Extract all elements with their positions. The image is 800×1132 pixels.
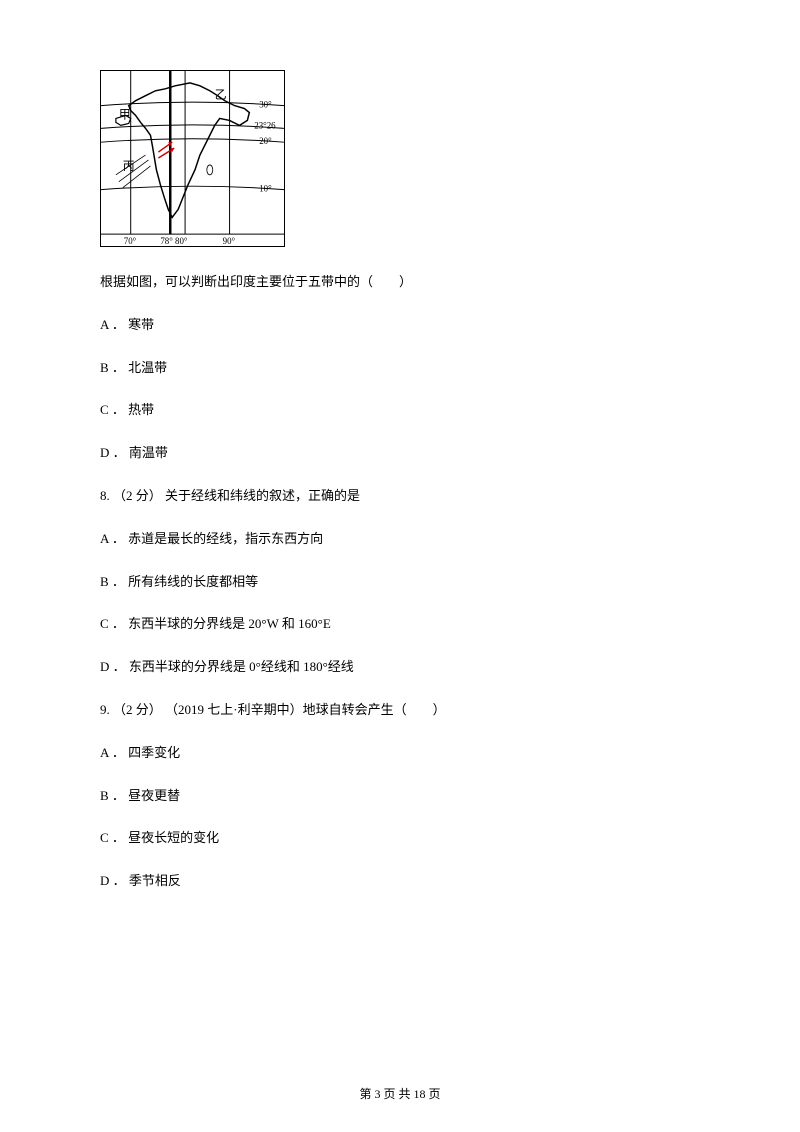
q9-option-a: A ． 四季变化: [100, 743, 700, 764]
svg-text:70°: 70°: [124, 236, 137, 246]
q8-option-a: A ． 赤道是最长的经线，指示东西方向: [100, 529, 700, 550]
map-label-yi: 乙: [215, 88, 227, 102]
map-svg: 甲 乙 丙 30° 23°26 20° 10° 70° 78° 80° 90°: [101, 71, 284, 246]
q9-option-d: D ． 季节相反: [100, 871, 700, 892]
question7-text: 根据如图，可以判断出印度主要位于五带中的（ ）: [100, 272, 700, 293]
q7-option-a: A ． 寒带: [100, 315, 700, 336]
svg-text:23°26: 23°26: [254, 120, 276, 130]
svg-text:30°: 30°: [259, 100, 272, 110]
q7-option-c: C ． 热带: [100, 400, 700, 421]
q9-option-b: B ． 昼夜更替: [100, 786, 700, 807]
q8-option-d: D ． 东西半球的分界线是 0°经线和 180°经线: [100, 657, 700, 678]
question9-header: 9. （2 分） （2019 七上·利辛期中）地球自转会产生（ ）: [100, 700, 700, 721]
india-map-figure: 甲 乙 丙 30° 23°26 20° 10° 70° 78° 80° 90°: [100, 70, 285, 247]
svg-text:90°: 90°: [223, 236, 236, 246]
q7-option-d: D ． 南温带: [100, 443, 700, 464]
map-label-jia: 甲: [119, 107, 131, 121]
page-footer: 第 3 页 共 18 页: [0, 1085, 800, 1102]
q8-option-c: C ． 东西半球的分界线是 20°W 和 160°E: [100, 614, 700, 635]
svg-text:20°: 20°: [259, 136, 272, 146]
question8-header: 8. （2 分） 关于经线和纬线的叙述，正确的是: [100, 486, 700, 507]
map-label-bing: 丙: [123, 159, 135, 173]
svg-text:10°: 10°: [259, 184, 272, 194]
q9-option-c: C ． 昼夜长短的变化: [100, 828, 700, 849]
q8-option-b: B ． 所有纬线的长度都相等: [100, 572, 700, 593]
q7-option-b: B ． 北温带: [100, 358, 700, 379]
svg-text:78° 80°: 78° 80°: [160, 236, 188, 246]
